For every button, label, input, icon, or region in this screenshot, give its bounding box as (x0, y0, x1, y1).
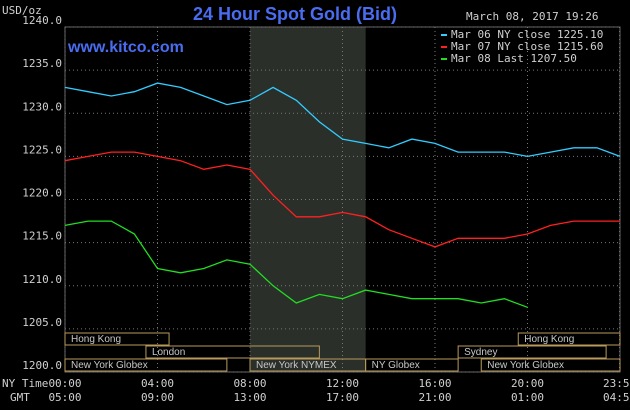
x-tick-label: 04:00 (141, 377, 174, 390)
series-line (64, 82, 621, 158)
y-tick-label: 1205.0 (22, 316, 62, 329)
x2-tick-label: 09:00 (141, 391, 174, 404)
x2-tick-label: 05:00 (48, 391, 81, 404)
x-tick-label: 12:00 (326, 377, 359, 390)
x2-tick-label: 01:00 (511, 391, 544, 404)
chart-title: 24 Hour Spot Gold (Bid) (193, 4, 397, 24)
legend-label: Mar 07 NY close 1215.60 (451, 40, 603, 53)
y-tick-label: 1200.0 (22, 359, 62, 372)
session-box (365, 358, 459, 372)
session-box (517, 332, 621, 346)
session-label: Hong Kong (71, 334, 121, 345)
session-label: New York Globex (487, 360, 564, 371)
x-tick-label: 16:00 (418, 377, 451, 390)
shaded-session (250, 27, 366, 372)
x2-tick-label: 13:00 (233, 391, 266, 404)
y-tick-label: 1210.0 (22, 273, 62, 286)
session-label: Hong Kong (524, 334, 574, 345)
y-tick-label: 1240.0 (22, 14, 62, 27)
x-tick-label: 23:59 (603, 377, 630, 390)
y-tick-label: 1225.0 (22, 143, 62, 156)
y-axis-label: USD/oz (2, 4, 42, 17)
y-tick-label: 1235.0 (22, 57, 62, 70)
x-tick-label: 08:00 (233, 377, 266, 390)
series-line (64, 151, 620, 248)
x2-tick-label: 21:00 (418, 391, 451, 404)
session-box (457, 345, 607, 359)
y-tick-label: 1220.0 (22, 187, 62, 200)
x-tick-label: 20:00 (511, 377, 544, 390)
session-box (480, 358, 621, 372)
y-tick-label: 1230.0 (22, 100, 62, 113)
legend-label: Mar 06 NY close 1225.10 (451, 28, 603, 41)
timestamp: March 08, 2017 19:26 (466, 10, 598, 23)
session-label: Sydney (464, 347, 497, 358)
session-box (64, 332, 170, 346)
x2-axis-label: GMT (10, 391, 30, 404)
session-box (64, 358, 228, 372)
session-label: New York Globex (71, 360, 148, 371)
session-label: NY Globex (372, 360, 420, 371)
x-tick-label: 00:00 (48, 377, 81, 390)
legend-label: Mar 08 Last 1207.50 (451, 52, 577, 65)
x2-tick-label: 04:59 (603, 391, 630, 404)
session-label: New York NYMEX (256, 360, 337, 371)
series-line (64, 220, 528, 308)
annotation: www.kitco.com (67, 39, 184, 56)
y-tick-label: 1215.0 (22, 230, 62, 243)
session-label: London (152, 347, 185, 358)
x-axis-label: NY Time (2, 377, 48, 390)
session-box (145, 345, 320, 359)
x2-tick-label: 17:00 (326, 391, 359, 404)
